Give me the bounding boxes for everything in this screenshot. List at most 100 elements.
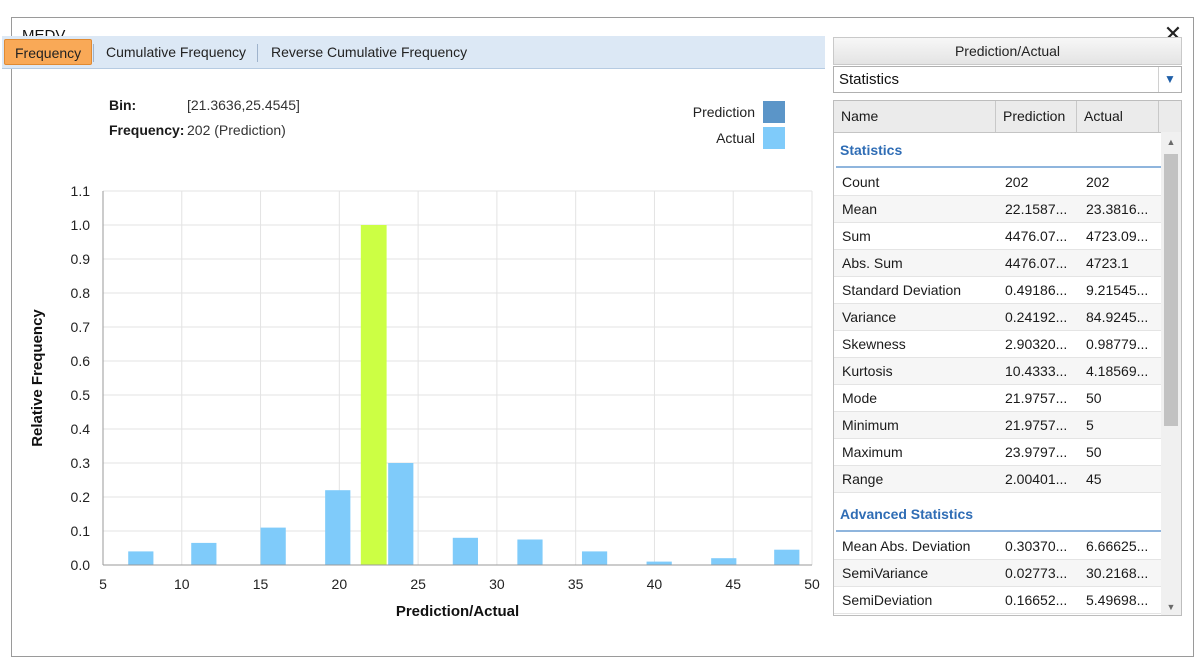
y-tick-label: 0.0 [71,557,91,573]
table-row[interactable]: Skewness 2.90320... 0.98779... [834,331,1161,358]
x-axis-label: Prediction/Actual [396,603,519,620]
legend-prediction-label: Prediction [692,104,755,120]
actual-cell: 45 [1086,471,1102,487]
actual-cell: 5 [1086,417,1094,433]
y-tick-label: 0.3 [71,455,91,471]
table-row[interactable]: Abs. Sum 4476.07... 4723.1 [834,250,1161,277]
prediction-cell: 2.00401... [1005,471,1068,487]
stat-name-cell: Kurtosis [842,363,893,379]
stat-name-cell: Range [842,471,884,487]
prediction-cell: 4476.07... [1005,228,1068,244]
x-tick-label: 25 [410,576,426,592]
x-tick-label: 40 [647,576,663,592]
section-divider [836,166,1161,168]
actual-cell: 4723.09... [1086,228,1149,244]
actual-bar [191,542,217,565]
x-tick-label: 35 [568,576,584,592]
tab-separator [257,44,258,62]
column-header-prediction[interactable]: Prediction [996,101,1077,132]
scroll-down-icon[interactable]: ▼ [1166,602,1176,612]
x-tick-label: 15 [253,576,269,592]
grid-header: Name Prediction Actual [834,101,1181,133]
prediction-cell: 21.9757... [1005,417,1068,433]
y-tick-label: 0.1 [71,523,91,539]
actual-bar [517,539,543,565]
scroll-up-icon[interactable]: ▲ [1166,137,1176,147]
actual-bar [325,490,351,565]
y-tick-label: 1.1 [71,183,91,199]
table-row[interactable]: SemiDeviation 0.16652... 5.49698... [834,587,1161,614]
stat-name-cell: Standard Deviation [842,282,962,298]
stat-name-cell: Skewness [842,336,906,352]
view-tabbar: Frequency Cumulative Frequency Reverse C… [2,36,825,69]
table-row[interactable]: Mode 21.9757... 50 [834,385,1161,412]
stat-name-cell: Abs. Sum [842,255,903,271]
table-row[interactable]: Standard Deviation 0.49186... 9.21545... [834,277,1161,304]
table-row[interactable]: Kurtosis 10.4333... 4.18569... [834,358,1161,385]
tab-frequency[interactable]: Frequency [4,39,93,65]
tab-reverse-cumulative-frequency[interactable]: Reverse Cumulative Frequency [271,44,468,60]
actual-bar [388,463,414,565]
actual-cell: 23.3816... [1086,201,1149,217]
y-tick-label: 0.5 [71,387,91,403]
y-axis-label: Relative Frequency [29,309,46,447]
section-title: Statistics [840,142,903,158]
actual-cell: 4.18569... [1086,363,1149,379]
column-header-name[interactable]: Name [834,101,996,132]
bin-value: [21.3636,25.4545] [187,97,300,113]
legend-actual-swatch [763,127,785,149]
y-tick-label: 0.6 [71,353,91,369]
prediction-cell: 10.4333... [1005,363,1068,379]
selector-value: Statistics [839,71,900,88]
actual-cell: 6.66625... [1086,538,1149,554]
table-row[interactable]: Variance 0.24192... 84.9245... [834,304,1161,331]
stat-name-cell: Minimum [842,417,899,433]
actual-cell: 4723.1 [1086,255,1129,271]
prediction-cell: 21.9757... [1005,390,1068,406]
statistics-selector[interactable]: Statistics ▼ [833,66,1182,93]
column-header-actual[interactable]: Actual [1077,101,1159,132]
section-header: Advanced Statistics [834,496,1161,532]
actual-cell: 9.21545... [1086,282,1149,298]
table-row[interactable]: SemiVariance 0.02773... 30.2168... [834,560,1161,587]
actual-cell: 30.2168... [1086,565,1149,581]
y-tick-label: 0.9 [71,251,91,267]
x-tick-label: 10 [174,576,190,592]
y-tick-label: 1.0 [71,217,91,233]
y-tick-label: 0.2 [71,489,91,505]
actual-bar [711,558,737,565]
table-row[interactable]: Maximum 23.9797... 50 [834,439,1161,466]
scroll-thumb[interactable] [1164,154,1178,426]
actual-cell: 5.49698... [1086,592,1149,608]
grid-scrollbar[interactable]: ▲ ▼ [1161,132,1181,615]
actual-bar [452,537,478,565]
actual-cell: 50 [1086,390,1102,406]
table-row[interactable]: Range 2.00401... 45 [834,466,1161,493]
table-row[interactable]: Sum 4476.07... 4723.09... [834,223,1161,250]
prediction-bar [360,225,387,565]
prediction-cell: 0.30370... [1005,538,1068,554]
legend-prediction-swatch [763,101,785,123]
table-row[interactable]: Mean 22.1587... 23.3816... [834,196,1161,223]
stat-name-cell: Maximum [842,444,903,460]
frequency-value: 202 (Prediction) [187,122,286,138]
stat-name-cell: Sum [842,228,871,244]
chevron-down-icon[interactable]: ▼ [1158,67,1181,92]
actual-cell: 0.98779... [1086,336,1149,352]
legend-actual-label: Actual [716,130,755,146]
actual-bar [260,527,286,565]
stat-name-cell: SemiVariance [842,565,929,581]
table-row[interactable]: Mean Abs. Deviation 0.30370... 6.66625... [834,533,1161,560]
frequency-chart: 5 10 15 20 25 30 35 40 45 50 0.0 0.1 0.2 0.3 0.4 0.5 0.6… [29,183,820,620]
x-tick-label: 45 [725,576,741,592]
stat-name-cell: Count [842,174,880,190]
tab-cumulative-frequency[interactable]: Cumulative Frequency [106,44,247,60]
prediction-cell: 0.24192... [1005,309,1068,325]
actual-bar [774,549,800,565]
y-tick-label: 0.4 [71,421,91,437]
table-row[interactable]: Count 202 202 [834,169,1161,196]
prediction-cell: 202 [1005,174,1029,190]
prediction-cell: 0.49186... [1005,282,1068,298]
table-row[interactable]: Minimum 21.9757... 5 [834,412,1161,439]
x-tick-label: 30 [489,576,505,592]
